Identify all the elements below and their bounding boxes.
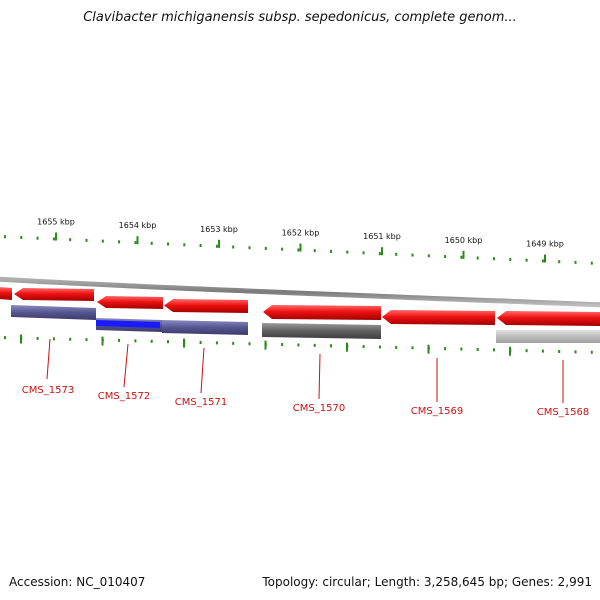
gene-arrow[interactable] <box>263 305 381 320</box>
gene-leader-line <box>200 347 205 394</box>
ruler-tick-label: 1654 kbp <box>119 221 157 230</box>
gene-arrow[interactable] <box>14 288 94 301</box>
ruler-tick-label: 1651 kbp <box>363 232 401 241</box>
ruler-tick-label: 1653 kbp <box>200 225 238 234</box>
gene-arrow[interactable] <box>497 311 600 326</box>
ruler-tick-label: 1655 kbp <box>37 218 75 227</box>
gene-block[interactable] <box>11 305 96 320</box>
genome-backbone <box>0 276 600 308</box>
gene-label[interactable]: CMS_1569 <box>411 406 463 417</box>
gene-block[interactable] <box>162 320 248 335</box>
gene-arrow[interactable] <box>0 287 12 300</box>
gene-label[interactable]: CMS_1568 <box>537 407 589 418</box>
gene-label[interactable]: CMS_1570 <box>293 403 345 414</box>
gene-arrow[interactable] <box>164 299 248 313</box>
map-title: Clavibacter michiganensis subsp. sepedon… <box>83 10 517 25</box>
position-ruler: 1655 kbp 1654 kbp 1653 kbp 1652 kbp 1651 kbp… <box>4 218 593 356</box>
ruler-tick-label: 1650 kbp <box>445 236 483 245</box>
gene-label[interactable]: CMS_1573 <box>22 385 74 396</box>
ruler-tick-label: 1652 kbp <box>282 229 320 238</box>
gene-leader-line <box>318 353 321 400</box>
gene-highlight[interactable] <box>96 320 160 328</box>
gene-block[interactable] <box>262 323 381 339</box>
ruler-tick-label: 1649 kbp <box>526 240 564 249</box>
gene-leader-line <box>123 343 129 388</box>
gene-arrow[interactable] <box>97 296 163 309</box>
gene-labels: CMS_1573 CMS_1572 CMS_1571 CMS_1570 CMS_1569… <box>22 338 589 418</box>
gene-label[interactable]: CMS_1572 <box>98 391 150 402</box>
gene-leader-line <box>46 338 51 380</box>
genome-summary: Topology: circular; Length: 3,258,645 bp… <box>262 575 592 589</box>
gene-features <box>0 287 600 343</box>
gene-block[interactable] <box>496 330 600 343</box>
gene-arrow[interactable] <box>382 310 495 325</box>
accession-text: Accession: NC_010407 <box>9 575 146 589</box>
gene-label[interactable]: CMS_1571 <box>175 397 227 408</box>
